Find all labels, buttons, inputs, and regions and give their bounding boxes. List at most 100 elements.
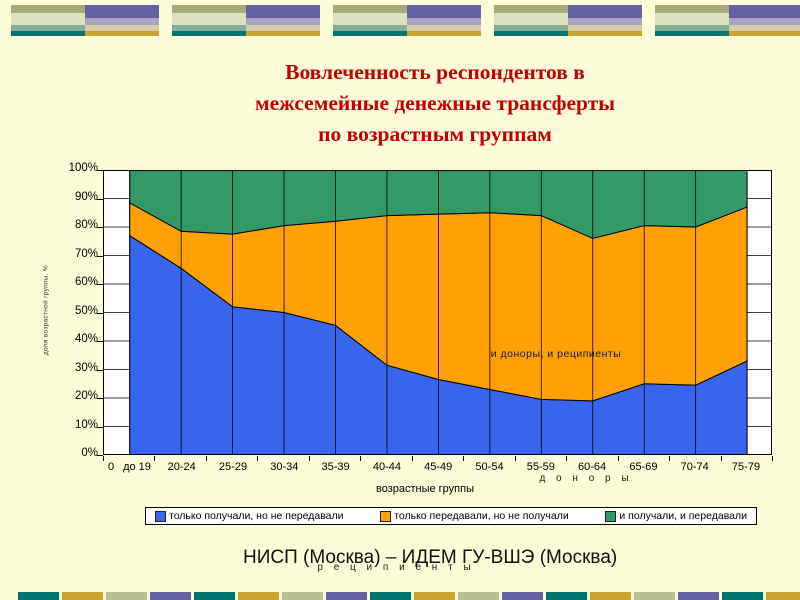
deco-segment bbox=[546, 592, 587, 600]
deco-cell bbox=[655, 31, 729, 36]
x-tick-label: до 19 bbox=[123, 461, 151, 473]
deco-block-right bbox=[85, 5, 159, 36]
x-tick-mark bbox=[308, 456, 310, 461]
deco-cell bbox=[85, 25, 159, 31]
deco-cell bbox=[568, 18, 642, 25]
deco-cell bbox=[11, 25, 85, 31]
deco-cell bbox=[655, 25, 729, 31]
deco-segment bbox=[458, 592, 499, 600]
y-tick-mark bbox=[97, 255, 103, 257]
y-tick-mark bbox=[97, 227, 103, 228]
x-tick-mark bbox=[514, 456, 516, 461]
deco-segment bbox=[150, 592, 191, 600]
deco-cell bbox=[655, 5, 729, 13]
deco-cell bbox=[246, 5, 320, 18]
y-tick-label: 100% bbox=[68, 162, 98, 174]
deco-cell bbox=[494, 25, 568, 31]
x-tick-mark bbox=[772, 456, 773, 461]
deco-block-left bbox=[333, 5, 407, 36]
y-tick-label: 80% bbox=[74, 219, 98, 231]
deco-cell bbox=[246, 25, 320, 31]
x-tick-mark bbox=[720, 456, 722, 461]
legend-label: и получали, и передавали bbox=[619, 510, 747, 522]
deco-cell bbox=[568, 5, 642, 18]
y-tick-mark bbox=[97, 398, 103, 399]
deco-cell bbox=[246, 18, 320, 25]
deco-cell bbox=[333, 25, 407, 31]
deco-cell bbox=[333, 31, 407, 36]
deco-cell bbox=[655, 13, 729, 25]
deco-block-right bbox=[568, 5, 642, 36]
x-tick-label: 50-54 bbox=[475, 461, 504, 473]
deco-segment bbox=[62, 592, 103, 600]
x-tick-label: 25-29 bbox=[218, 461, 248, 473]
y-tick-mark bbox=[97, 198, 103, 200]
x-tick-mark bbox=[257, 456, 259, 461]
y-tick-label: 90% bbox=[74, 190, 98, 203]
y-tick-mark bbox=[97, 369, 103, 371]
deco-cell bbox=[333, 13, 407, 25]
x-tick-mark bbox=[154, 456, 156, 461]
x-tick-label: 75-79 bbox=[731, 461, 761, 473]
deco-block bbox=[172, 5, 320, 36]
deco-segment bbox=[194, 592, 235, 600]
legend-swatch bbox=[155, 510, 166, 522]
deco-cell bbox=[172, 31, 246, 36]
deco-cell bbox=[568, 25, 642, 31]
y-tick-label: 60% bbox=[74, 276, 98, 288]
area-label-both-donors-recipients: и доноры, и реципиенты bbox=[490, 348, 622, 360]
x-tick-label: 65-69 bbox=[629, 461, 658, 473]
deco-segment bbox=[414, 592, 455, 600]
bottom-decorative-bar bbox=[18, 592, 800, 600]
legend-label: только передавали, но не получали bbox=[394, 510, 569, 522]
chart-legend: только получали, но не передавали только … bbox=[145, 507, 757, 525]
deco-cell bbox=[407, 25, 481, 31]
x-tick-mark bbox=[103, 456, 104, 461]
y-tick-mark bbox=[97, 341, 103, 342]
deco-cell bbox=[172, 25, 246, 31]
x-tick-label: 35-39 bbox=[321, 461, 350, 473]
deco-block-left bbox=[494, 5, 568, 36]
x-tick-mark bbox=[617, 456, 619, 461]
deco-cell bbox=[729, 18, 800, 25]
x-tick-label: 70-74 bbox=[680, 461, 709, 473]
x-tick-mark bbox=[205, 456, 207, 461]
deco-segment bbox=[18, 592, 59, 600]
y-tick-mark bbox=[97, 455, 103, 456]
deco-block bbox=[494, 5, 642, 36]
x-tick-mark bbox=[360, 456, 362, 461]
y-tick-label: 30% bbox=[74, 361, 98, 374]
slide-title: Вовлеченность респондентов в межсемейные… bbox=[254, 60, 616, 146]
x-tick-label: 55-59 bbox=[526, 461, 555, 473]
x-axis-title: возрастные группы bbox=[375, 483, 474, 495]
deco-cell bbox=[407, 5, 481, 18]
x-tick-mark bbox=[566, 456, 568, 461]
legend-label: только получали, но не передавали bbox=[169, 510, 344, 522]
area-label-donors: д о н о р ы bbox=[539, 473, 633, 484]
legend-item: только передавали, но не получали bbox=[380, 510, 569, 522]
x-tick-label: 30-34 bbox=[270, 461, 299, 473]
deco-segment bbox=[590, 592, 631, 600]
legend-item: только получали, но не передавали bbox=[155, 510, 344, 522]
y-tick-mark bbox=[97, 312, 103, 314]
deco-cell bbox=[568, 31, 642, 36]
deco-segment bbox=[722, 592, 763, 600]
legend-swatch bbox=[605, 510, 617, 522]
deco-segment bbox=[282, 592, 323, 600]
legend-item: и получали, и передавали bbox=[605, 510, 747, 522]
plot-border bbox=[103, 170, 772, 455]
x-tick-label: 45-49 bbox=[424, 461, 453, 473]
deco-segment bbox=[106, 592, 147, 600]
deco-segment bbox=[678, 592, 719, 600]
deco-cell bbox=[729, 5, 800, 18]
deco-block bbox=[333, 5, 481, 36]
deco-block-left bbox=[11, 5, 85, 36]
y-tick-label: 50% bbox=[74, 304, 98, 317]
deco-cell bbox=[172, 13, 246, 25]
deco-cell bbox=[494, 5, 568, 13]
deco-block bbox=[11, 5, 159, 36]
deco-cell bbox=[11, 5, 85, 13]
deco-block bbox=[655, 5, 800, 36]
deco-cell bbox=[729, 25, 800, 31]
